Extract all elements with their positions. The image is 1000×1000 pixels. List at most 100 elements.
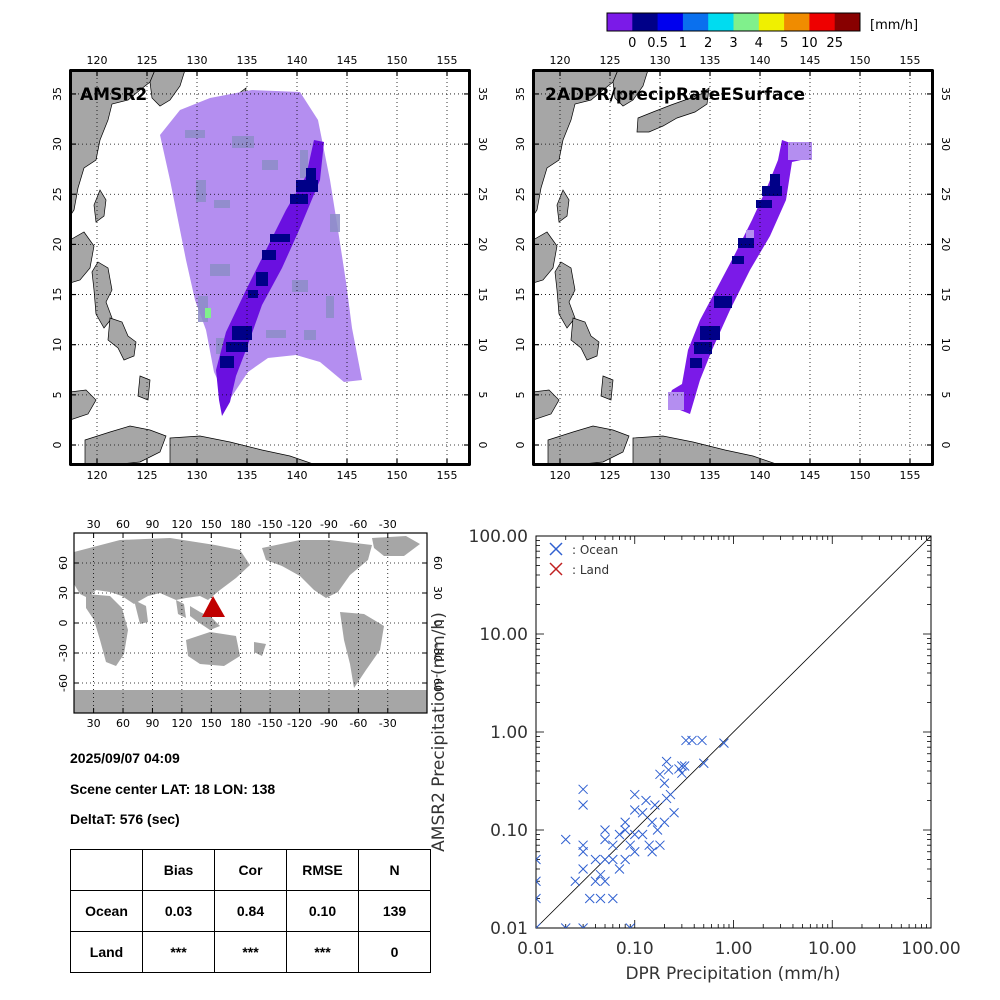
globe-lon-label-top: -30 [379,518,397,531]
table-header-cell [70,849,143,891]
colorbar-swatch [834,13,861,31]
colorbar-swatch [733,13,760,31]
scatter-point [629,789,640,800]
lat-label-left: 0 [51,442,64,449]
lon-label-top: 135 [700,54,721,67]
table-header-cell: Bias [142,849,215,891]
x-tick-labels: 0.01 0.10 1.00 10.00 100.00 [517,939,961,959]
scatter-point [578,864,588,874]
scatter-point [629,846,640,857]
lon-label-top: 150 [387,54,408,67]
globe-lon-label-bottom: 30 [87,717,101,730]
scatter-point [600,825,610,835]
colorbar-unit-label: [mm/h] [870,18,918,33]
lon-label-bottom: 140 [750,469,771,482]
x-tick-label: 0.01 [517,939,555,959]
scatter-point [590,876,601,887]
scatter-plot: 0.01 0.10 1.00 10.00 100.00 0.01 0.10 1.00 10.0… [429,527,961,984]
lon-label-top: 140 [287,54,308,67]
delta-t: DeltaT: 576 (sec) [70,811,180,827]
legend-marker [549,542,563,556]
x-tick-label: 10.00 [808,939,857,959]
lon-label-bottom: 125 [600,469,621,482]
globe-lat-label-left: 30 [57,586,70,600]
lon-label-bottom: 155 [437,469,458,482]
map-tick-marks [69,69,471,466]
scatter-point [620,817,631,828]
lon-label-bottom: 155 [900,469,921,482]
globe-lat-label-left: 0 [57,620,70,627]
scatter-point [600,834,610,845]
scatter-point [652,825,663,835]
lon-label-bottom: 125 [137,469,158,482]
lon-label-bottom: 135 [237,469,258,482]
globe-lon-label-top: 30 [87,518,101,531]
scene-datetime: 2025/09/07 04:09 [70,750,180,766]
colorbar-tick-label: 2 [704,36,712,51]
scatter-point [578,923,588,928]
scatter-point [698,758,709,769]
statistics-table: Bias Cor RMSE N Ocean 0.03 0.84 0.10 139… [70,849,431,973]
scatter-point [614,829,625,840]
globe-lon-label-top: -90 [320,518,338,531]
table-row: Land *** *** *** 0 [70,931,431,973]
scatter-point [637,807,648,818]
globe-lat-label-left: 60 [57,556,70,570]
map-title: 2ADPR/precipRateESurface [545,85,805,105]
lat-label-left: 30 [514,137,527,151]
globe-lat-label-right: 30 [431,586,444,600]
colorbar: 0 0.5 1 2 3 4 5 10 25 [mm/h] [606,12,918,51]
scatter-point [607,893,618,904]
scatter-point [641,795,651,806]
globe-lon-label-top: -120 [287,518,312,531]
lon-label-top: 130 [650,54,671,67]
lat-label-right: 5 [939,391,952,398]
globe-land [74,536,427,713]
scatter-point [607,840,618,851]
scatter-point [560,923,571,928]
lon-label-top: 145 [337,54,358,67]
table-cell: 0.84 [214,890,287,932]
lat-label-right: 15 [939,288,952,302]
swath-heavy-cell [205,308,211,318]
lon-label-top: 145 [800,54,821,67]
scatter-point [536,923,541,928]
lat-label-right: 20 [939,237,952,251]
scatter-point [536,876,541,887]
lat-label-left: 10 [514,338,527,352]
lat-label-right: 5 [476,391,489,398]
lon-label-bottom: 145 [800,469,821,482]
globe-lon-label-top: 120 [171,518,192,531]
map-title: AMSR2 [80,85,147,105]
dpr-swath [668,140,812,414]
scatter-point [659,817,670,828]
lat-label-left: 25 [514,187,527,201]
globe-lon-label-bottom: 150 [201,717,222,730]
globe-axis-labels: 30 30 60 60 90 90 120 120 150 150 180 180 -150 -150 -1… [57,518,444,730]
globe-lon-label-bottom: -60 [349,717,367,730]
lat-label-right: 25 [476,187,489,201]
lon-label-bottom: 145 [337,469,358,482]
map-panel-dpr: 1201201251251301301351351401401451451501… [514,54,952,482]
lat-label-left: 15 [51,288,64,302]
globe-lon-label-top: 90 [145,518,159,531]
colorbar-swatch [758,13,785,31]
lon-label-top: 135 [237,54,258,67]
globe-lon-label-bottom: -90 [320,717,338,730]
scatter-point [600,876,610,887]
y-tick-label: 0.01 [490,919,528,939]
lat-label-right: 25 [939,187,952,201]
colorbar-swatch [657,13,684,31]
globe-lon-label-top: 180 [230,518,251,531]
legend: : Ocean: Land [549,542,618,577]
lon-label-top: 155 [900,54,921,67]
scatter-point [655,840,665,851]
colorbar-frame [606,12,861,32]
map-graticule [533,70,933,465]
globe-lat-label-right: 60 [431,556,444,570]
map-tick-marks [532,69,934,466]
legend-marker [549,562,563,576]
colorbar-swatch [809,13,836,31]
lat-label-left: 30 [51,137,64,151]
